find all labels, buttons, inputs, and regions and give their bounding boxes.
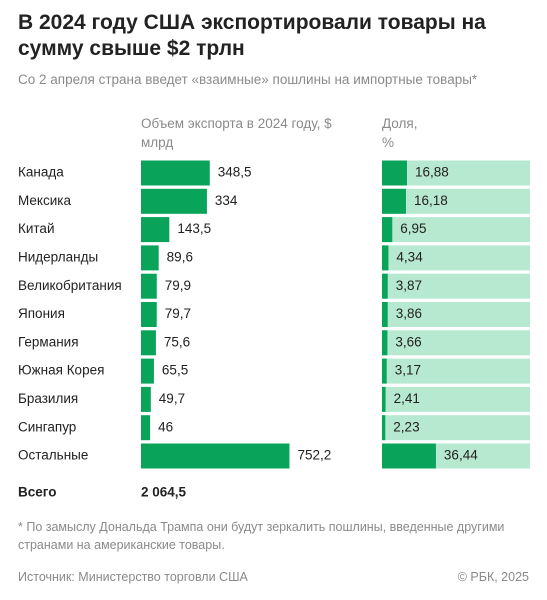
- bar: [141, 358, 154, 384]
- category-label: Остальные: [18, 448, 88, 463]
- value-label: 3,86: [396, 306, 422, 321]
- value-label: 2,41: [394, 391, 420, 406]
- category-label: Южная Корея: [18, 363, 104, 378]
- bar-background: [382, 330, 530, 356]
- bar: [382, 188, 406, 214]
- value-label: 36,44: [444, 448, 478, 463]
- bar: [382, 273, 388, 299]
- category-label: Бразилия: [18, 391, 78, 406]
- category-label: Германия: [18, 334, 79, 349]
- value-label: 89,6: [167, 249, 193, 264]
- bar-background: [382, 358, 530, 384]
- total-value: 2 064,5: [141, 485, 187, 500]
- bar: [141, 386, 151, 412]
- value-label: 46: [158, 419, 173, 434]
- bar: [382, 358, 387, 384]
- bar: [382, 302, 388, 327]
- value-label: 65,5: [162, 363, 188, 378]
- value-label: 752,2: [297, 448, 331, 463]
- value-label: 49,7: [159, 391, 185, 406]
- footnote: * По замыслу Дональда Трампа они будут з…: [18, 520, 505, 552]
- value-label: 6,95: [400, 221, 426, 236]
- value-label: 3,66: [395, 334, 421, 349]
- category-label: Нидерланды: [18, 249, 98, 264]
- value-label: 75,6: [164, 334, 190, 349]
- value-label: 16,18: [414, 193, 448, 208]
- copyright: © РБК, 2025: [457, 570, 529, 584]
- bar: [382, 330, 388, 356]
- bar: [382, 443, 436, 469]
- value-label: 334: [215, 193, 238, 208]
- bar: [141, 160, 210, 186]
- value-label: 4,34: [396, 249, 423, 264]
- value-label: 143,5: [177, 221, 211, 236]
- bar-background: [382, 188, 530, 214]
- bar-background: [382, 273, 530, 299]
- title: В 2024 году США экспортировали товары на…: [18, 11, 486, 60]
- bar: [382, 160, 407, 186]
- category-label: Китай: [18, 221, 55, 236]
- total-label: Всего: [18, 485, 56, 500]
- bar-background: [382, 302, 530, 327]
- column-header: Доля, %: [382, 116, 418, 150]
- bar-background: [382, 217, 530, 243]
- bar: [141, 443, 290, 469]
- category-label: Сингапур: [18, 419, 76, 434]
- source: Источник: Министерство торговли США: [18, 570, 248, 584]
- category-label: Канада: [18, 165, 64, 180]
- value-label: 16,88: [415, 165, 449, 180]
- value-label: 79,7: [165, 306, 191, 321]
- value-label: 79,9: [165, 278, 191, 293]
- value-label: 348,5: [218, 165, 252, 180]
- bar: [382, 386, 386, 412]
- bar: [382, 415, 386, 441]
- bar: [141, 217, 170, 243]
- bar: [141, 330, 156, 356]
- bar: [141, 302, 157, 327]
- column-header: Объем экспорта в 2024 году, $ млрд: [141, 116, 332, 150]
- bar: [141, 415, 151, 441]
- category-label: Япония: [18, 306, 65, 321]
- bar: [141, 245, 159, 271]
- bar: [382, 217, 393, 243]
- value-label: 2,23: [393, 419, 419, 434]
- category-label: Великобритания: [18, 278, 122, 293]
- bar-background: [382, 415, 530, 441]
- value-label: 3,17: [395, 363, 421, 378]
- value-label: 3,87: [396, 278, 422, 293]
- subtitle: Со 2 апреля страна введет «взаимные» пош…: [18, 72, 478, 87]
- bar: [141, 273, 157, 299]
- bar: [141, 188, 207, 214]
- category-label: Мексика: [18, 193, 71, 208]
- bar-background: [382, 386, 530, 412]
- bar-background: [382, 245, 530, 271]
- bar: [382, 245, 389, 271]
